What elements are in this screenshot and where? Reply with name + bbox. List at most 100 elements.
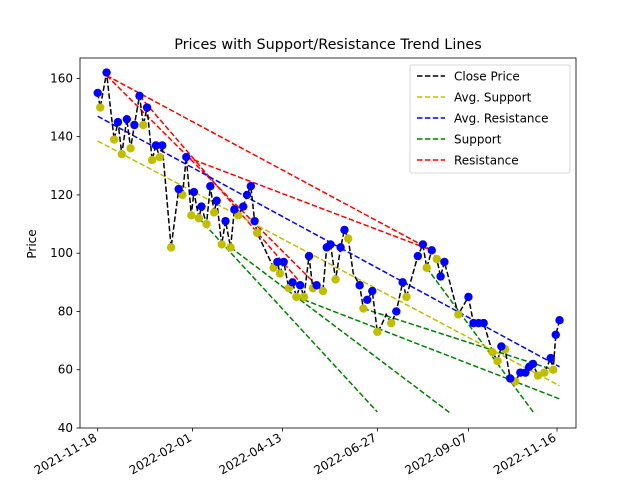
support-point-23 [318,286,328,296]
resistance-point-52 [551,330,560,339]
support-point-10 [194,214,204,223]
chart-title: Prices with Support/Resistance Trend Lin… [174,37,482,53]
resistance-point-25 [304,251,314,261]
y-tick-label-2: 80 [58,304,73,318]
resistance-point-11 [189,187,199,197]
y-tick-label-1: 60 [58,363,73,377]
x-tick-label-3: 2022-06-27 [311,430,378,477]
y-tick-label-3: 100 [50,246,73,260]
resistance-line-1 [106,74,433,251]
resistance-point-5 [135,91,144,101]
axes-frame [79,57,577,429]
resistance-point-20 [250,216,259,226]
support-point-24 [331,275,340,284]
resistance-line-2 [186,156,433,251]
x-tick-label-1: 2022-02-01 [127,430,194,477]
resistance-point-21 [273,257,282,267]
support-point-4 [139,120,148,130]
support-point-11 [202,219,211,229]
support-line-2 [296,296,560,400]
plot-content [93,68,564,415]
support-point-29 [402,292,411,302]
resistance-point-51 [546,353,555,363]
resistance-point-38 [427,246,436,255]
resistance-point-50 [528,359,538,369]
support-point-30 [422,263,431,272]
resistance-point-45 [497,342,506,351]
support-point-14 [226,243,235,252]
resistance-point-8 [158,141,167,150]
support-line-4 [426,267,535,414]
support-point-37 [533,371,543,380]
resistance-point-29 [336,243,345,252]
support-point-32 [454,310,463,319]
resistance-point-16 [230,205,239,214]
resistance-point-15 [221,216,230,226]
support-line-3 [363,307,554,371]
resistance-line-3 [138,95,301,283]
y-tick-label-4: 120 [50,188,73,202]
resistance-point-32 [363,295,372,305]
resistance-point-4 [130,120,139,130]
resistance-point-39 [436,272,445,281]
support-point-34 [493,356,502,366]
support-point-20 [292,292,301,302]
support-point-27 [373,327,382,337]
resistance-point-41 [464,292,473,302]
support-line-1 [230,246,452,415]
resistance-point-19 [246,181,256,191]
legend-label-1: Avg. Support [454,91,532,105]
support-point-6 [155,152,164,162]
support-point-13 [217,240,226,249]
legend-label-3: Support [454,133,502,147]
support-point-1 [109,135,119,144]
support-point-26 [359,304,368,313]
x-tick-label-4: 2022-09-07 [403,430,470,477]
legend: Close Price Avg. Support Avg. Resistance Su… [409,64,571,174]
support-point-31 [432,254,442,264]
support-point-28 [387,318,396,328]
support-point-7 [166,243,176,252]
legend-label-2: Avg. Resistance [454,112,549,126]
avg-support-line [97,140,560,387]
resistance-point-24 [295,281,305,290]
resistance-point-36 [413,251,423,261]
x-tick-label-2: 2022-04-13 [217,430,284,477]
support-point-12 [209,208,219,217]
support-line-0 [198,217,378,413]
resistance-point-34 [392,307,401,316]
resistance-point-2 [113,117,123,127]
support-point-21 [299,292,309,302]
resistance-point-53 [555,316,564,325]
support-point-39 [549,365,558,374]
y-tick-label-0: 40 [58,421,73,435]
plot-area [93,68,564,415]
resistance-point-3 [122,114,132,124]
resistance-point-10 [182,152,191,162]
support-point-38 [540,368,549,377]
resistance-point-9 [174,184,183,194]
resistance-point-35 [398,278,407,287]
support-point-0 [96,103,105,112]
resistance-point-46 [506,374,515,383]
resistance-point-12 [197,202,206,211]
resistance-point-7 [151,141,161,150]
resistance-point-23 [288,278,297,287]
resistance-point-13 [206,181,215,191]
resistance-point-30 [340,225,349,235]
legend-label-4: Resistance [454,154,519,168]
support-point-16 [252,228,262,238]
y-axis-label: Price [25,229,39,258]
resistance-point-14 [212,196,221,205]
resistance-point-18 [242,190,252,200]
resistance-point-6 [142,103,152,112]
resistance-point-28 [326,240,335,249]
x-tick-label-0: 2021-11-18 [32,430,99,477]
y-tick-label-5: 140 [50,130,73,144]
legend-label-0: Close Price [454,70,520,84]
resistance-point-44 [479,318,488,328]
support-point-33 [488,348,497,357]
y-tick-label-6: 160 [50,71,73,85]
resistance-point-22 [279,257,288,267]
resistance-point-17 [239,202,248,211]
